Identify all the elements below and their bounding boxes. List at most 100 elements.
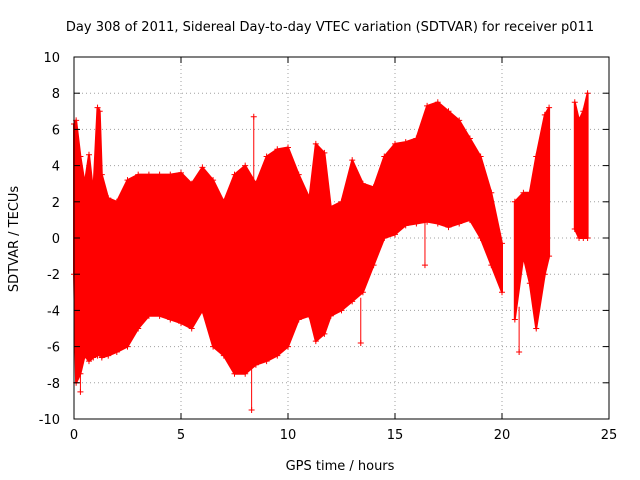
lower-edge-point bbox=[220, 352, 227, 359]
x-tick-label: 25 bbox=[601, 428, 618, 443]
y-tick-label: 10 bbox=[43, 51, 60, 66]
outlier-point bbox=[516, 349, 523, 356]
x-tick-label: 20 bbox=[494, 428, 511, 443]
upper-edge-point bbox=[85, 151, 92, 158]
lower-edge-point bbox=[113, 349, 120, 356]
upper-edge-point bbox=[520, 189, 527, 196]
upper-edge-point bbox=[145, 171, 152, 178]
lower-edge-point bbox=[105, 352, 112, 359]
lower-edge-point bbox=[511, 316, 518, 323]
upper-edge-point bbox=[321, 149, 328, 156]
lower-edge-point bbox=[445, 224, 452, 231]
lower-edge-point bbox=[124, 343, 131, 350]
y-tick-label: 2 bbox=[52, 196, 60, 211]
y-tick-label: -2 bbox=[47, 268, 60, 283]
upper-edge-point bbox=[526, 189, 533, 196]
upper-edge-point bbox=[81, 180, 88, 187]
lower-edge-point bbox=[96, 350, 103, 357]
lower-edge-point bbox=[546, 253, 553, 260]
lower-edge-point bbox=[263, 358, 270, 365]
upper-edge-point bbox=[274, 146, 281, 153]
lower-edge-point bbox=[392, 231, 398, 238]
upper-edge-point bbox=[113, 198, 120, 205]
y-tick-label: -8 bbox=[47, 377, 60, 392]
upper-edge-point bbox=[306, 195, 313, 202]
outlier-point bbox=[250, 113, 257, 120]
upper-edge-point bbox=[124, 177, 131, 184]
lower-edge-point bbox=[274, 352, 281, 359]
lower-edge-point bbox=[295, 316, 302, 323]
lower-edge-point bbox=[533, 325, 540, 332]
y-tick-label: 6 bbox=[52, 123, 60, 138]
lower-edge-point bbox=[338, 307, 345, 314]
lower-edge-point bbox=[466, 216, 473, 223]
upper-edge-point bbox=[94, 104, 101, 111]
lower-edge-point bbox=[90, 354, 97, 361]
upper-edge-point bbox=[188, 180, 195, 187]
upper-edge-point bbox=[434, 99, 441, 106]
upper-edge-point bbox=[445, 108, 452, 115]
lower-edge-point bbox=[210, 343, 217, 350]
upper-edge-point bbox=[242, 162, 249, 169]
upper-edge-point bbox=[167, 171, 174, 178]
outlier-point bbox=[248, 406, 255, 413]
lower-edge-point bbox=[327, 312, 334, 319]
lower-edge-point bbox=[541, 271, 548, 278]
upper-edge-point bbox=[295, 171, 302, 178]
upper-edge-point bbox=[584, 90, 591, 97]
upper-edge-point bbox=[98, 171, 105, 178]
lower-edge-point bbox=[571, 225, 578, 232]
y-tick-label: 8 bbox=[52, 87, 60, 102]
upper-edge-point bbox=[466, 135, 473, 142]
lower-edge-point bbox=[359, 289, 366, 296]
x-axis-label: GPS time / hours bbox=[286, 459, 395, 474]
upper-edge-point bbox=[312, 140, 319, 147]
y-tick-label: 0 bbox=[52, 232, 60, 247]
lower-edge-point bbox=[178, 320, 184, 327]
lower-edge-point bbox=[370, 262, 377, 269]
lower-edge-point bbox=[242, 370, 249, 377]
upper-edge-point bbox=[220, 198, 227, 205]
upper-edge-point bbox=[533, 153, 540, 160]
lower-edge-point bbox=[434, 220, 441, 227]
upper-edge-point bbox=[105, 195, 112, 202]
upper-edge-point bbox=[77, 153, 84, 160]
upper-edge-point bbox=[499, 240, 505, 247]
upper-edge-point bbox=[96, 108, 103, 115]
y-tick-label: -10 bbox=[39, 413, 60, 428]
upper-edge-point bbox=[402, 139, 409, 146]
lower-edge-point bbox=[526, 280, 533, 287]
y-tick-label: -4 bbox=[47, 304, 60, 319]
lower-edge-point bbox=[402, 222, 409, 229]
upper-edge-point bbox=[546, 104, 553, 111]
x-tick-label: 0 bbox=[70, 428, 78, 443]
outlier-point bbox=[77, 388, 84, 395]
lower-edge-point bbox=[413, 220, 420, 227]
upper-edge-point bbox=[178, 169, 184, 176]
upper-edge-point bbox=[541, 111, 548, 118]
lower-edge-point bbox=[98, 354, 105, 361]
upper-edge-point bbox=[424, 102, 431, 109]
lower-edge-point bbox=[499, 289, 505, 296]
upper-edge-point bbox=[576, 117, 583, 124]
x-tick-label: 5 bbox=[177, 428, 185, 443]
lower-edge-point bbox=[81, 352, 88, 359]
sdtvar-band-2 bbox=[513, 106, 551, 330]
upper-edge-point bbox=[370, 184, 377, 191]
lower-edge-point bbox=[456, 220, 463, 227]
upper-edge-point bbox=[359, 180, 366, 187]
lower-edge-point bbox=[135, 325, 142, 332]
x-tick-label: 10 bbox=[280, 428, 297, 443]
upper-edge-point bbox=[210, 177, 217, 184]
y-tick-label: 4 bbox=[52, 160, 60, 175]
sdtvar-band-1 bbox=[73, 101, 503, 384]
upper-edge-point bbox=[349, 157, 356, 164]
lower-edge-point bbox=[231, 370, 238, 377]
upper-edge-point bbox=[285, 144, 291, 151]
upper-edge-point bbox=[456, 117, 463, 124]
lower-edge-point bbox=[188, 325, 195, 332]
lower-edge-point bbox=[285, 343, 291, 350]
upper-edge-point bbox=[135, 171, 142, 178]
lower-edge-point bbox=[477, 235, 484, 241]
lower-edge-point bbox=[312, 338, 319, 345]
